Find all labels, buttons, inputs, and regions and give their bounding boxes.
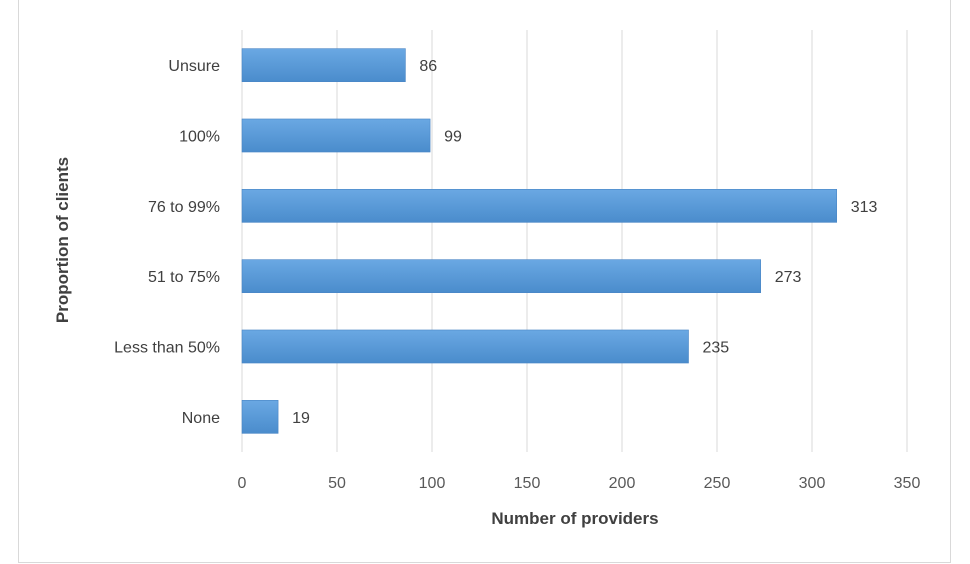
category-label: Less than 50% [114, 340, 220, 357]
y-axis-title: Proportion of clients [53, 157, 72, 323]
data-label: 99 [444, 129, 462, 146]
x-tick-label: 0 [238, 475, 247, 492]
category-label: 76 to 99% [148, 199, 220, 216]
x-tick-label: 200 [609, 475, 636, 492]
x-tick-label: 150 [514, 475, 541, 492]
x-tick-label: 350 [894, 475, 921, 492]
data-label: 313 [851, 199, 878, 216]
x-axis-title: Number of providers [491, 509, 658, 528]
category-label: Unsure [168, 58, 220, 75]
category-label: None [182, 410, 220, 427]
x-tick-label: 50 [328, 475, 346, 492]
gridlines [241, 30, 908, 452]
category-labels: None Less than 50% 51 to 75% 76 to 99% 100% U… [114, 58, 220, 427]
data-label: 273 [775, 269, 802, 286]
category-label: 51 to 75% [148, 269, 220, 286]
category-label: 100% [179, 129, 220, 146]
x-tick-label: 300 [799, 475, 826, 492]
data-labels: 19 235 273 313 99 86 [292, 58, 877, 427]
x-tick-labels: 0 50 100 150 200 250 300 350 [238, 475, 921, 492]
bar [241, 118, 431, 153]
bar [241, 329, 689, 364]
bar [241, 48, 406, 82]
data-label: 235 [703, 340, 730, 357]
x-tick-label: 250 [704, 475, 731, 492]
data-label: 86 [419, 58, 437, 75]
x-tick-label: 100 [419, 475, 446, 492]
bar [241, 189, 838, 223]
bars [241, 48, 838, 434]
bar [241, 259, 762, 293]
data-label: 19 [292, 410, 310, 427]
bar [241, 400, 279, 434]
